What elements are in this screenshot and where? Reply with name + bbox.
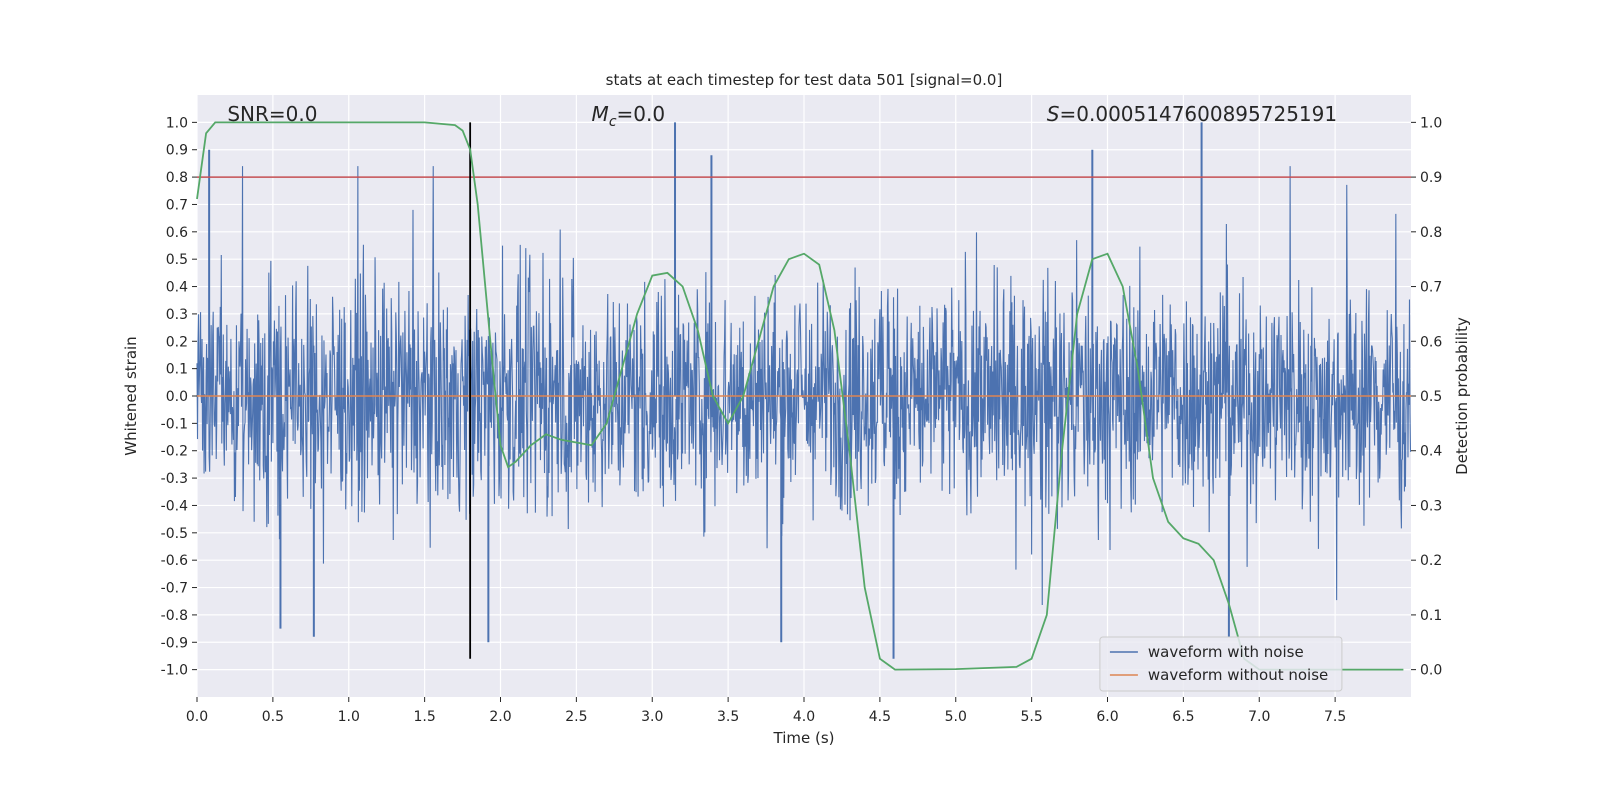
y-tick-label: -0.4 [161, 498, 188, 514]
y-tick-label: -0.6 [161, 553, 188, 569]
y-tick-label: 0.2 [166, 334, 188, 350]
x-axis-ticks: 0.0 0.5 1.0 1.5 2.0 2.5 3.0 3.5 4.0 4.5 5.0 5.5 6.0 6… [186, 697, 1346, 725]
x-tick-label: 3.5 [717, 709, 739, 725]
y-tick-label: 0.6 [166, 225, 188, 241]
s-value: =0.0005147600895725191 [1060, 102, 1338, 126]
legend-label-clean: waveform without noise [1148, 666, 1328, 684]
y-tick-label: -0.5 [161, 526, 188, 542]
noise-trace [196, 166, 1412, 606]
y2-tick-label: 0.9 [1420, 170, 1442, 186]
y2-tick-label: 0.4 [1420, 444, 1442, 460]
mc-annotation: Mc=0.0 [592, 102, 666, 130]
s-symbol: S [1047, 102, 1060, 126]
x-axis-label: Time (s) [773, 729, 835, 747]
x-tick-label: 6.0 [1096, 709, 1118, 725]
y-tick-label: -0.8 [161, 608, 188, 624]
y-tick-label: 0.9 [166, 143, 188, 159]
y2-tick-label: 0.2 [1420, 553, 1442, 569]
y-axis-ticks: -1.0 -0.9 -0.8 -0.7 -0.6 -0.5 -0.4 -0.3 -0.2 -0.1… [161, 115, 197, 679]
y-tick-label: -0.7 [161, 581, 188, 597]
x-tick-label: 1.5 [413, 709, 435, 725]
legend-label-noise: waveform with noise [1148, 643, 1304, 661]
y2-axis-label: Detection probability [1453, 317, 1471, 475]
y2-tick-label: 0.7 [1420, 280, 1442, 296]
y-axis-label: Whitened strain [122, 336, 140, 455]
y2-tick-label: 0.5 [1420, 389, 1442, 405]
series-waveform-with-noise [196, 122, 1412, 659]
y2-tick-label: 1.0 [1420, 115, 1442, 131]
mc-symbol: M [592, 102, 609, 126]
mc-subscript: c [609, 114, 617, 130]
s-annotation: S=0.0005147600895725191 [1047, 102, 1337, 126]
y2-tick-label: 0.8 [1420, 225, 1442, 241]
y2-tick-label: 0.0 [1420, 663, 1442, 679]
y-tick-label: -0.3 [161, 471, 188, 487]
y-tick-label: 0.0 [166, 389, 188, 405]
x-tick-label: 1.0 [338, 709, 360, 725]
y2-tick-label: 0.3 [1420, 498, 1442, 514]
snr-annotation: SNR=0.0 [227, 102, 317, 126]
y-tick-label: -0.9 [161, 635, 188, 651]
x-tick-label: 2.0 [489, 709, 511, 725]
x-tick-label: 5.0 [945, 709, 967, 725]
y-tick-label: 0.1 [166, 362, 188, 378]
x-tick-label: 0.5 [262, 709, 284, 725]
legend: waveform with noise waveform without noi… [1099, 636, 1343, 692]
x-tick-label: 7.5 [1324, 709, 1346, 725]
chart-title: stats at each timestep for test data 501… [606, 71, 1003, 89]
x-tick-label: 7.0 [1248, 709, 1270, 725]
y2-tick-label: 0.1 [1420, 608, 1442, 624]
x-tick-label: 2.5 [565, 709, 587, 725]
x-tick-label: 4.0 [793, 709, 815, 725]
y-tick-label: -0.1 [161, 416, 188, 432]
x-tick-label: 6.5 [1172, 709, 1194, 725]
legend-box [1099, 636, 1343, 692]
y-tick-label: 0.3 [166, 307, 188, 323]
y-tick-label: 0.4 [166, 280, 188, 296]
x-tick-label: 3.0 [641, 709, 663, 725]
y2-axis-ticks: 0.0 0.1 0.2 0.3 0.4 0.5 0.6 0.7 0.8 0.9 1.0 [1411, 115, 1442, 679]
y-tick-label: 0.5 [166, 252, 188, 268]
y-tick-label: -1.0 [161, 663, 188, 679]
y2-tick-label: 0.6 [1420, 334, 1442, 350]
y-tick-label: -0.2 [161, 444, 188, 460]
x-tick-label: 4.5 [869, 709, 891, 725]
mc-value: =0.0 [617, 102, 666, 126]
series-detection-probability [196, 121, 1404, 671]
x-tick-label: 5.5 [1020, 709, 1042, 725]
y-tick-label: 0.7 [166, 197, 188, 213]
y-tick-label: 0.8 [166, 170, 188, 186]
x-tick-label: 0.0 [186, 709, 208, 725]
y-tick-label: 1.0 [166, 115, 188, 131]
